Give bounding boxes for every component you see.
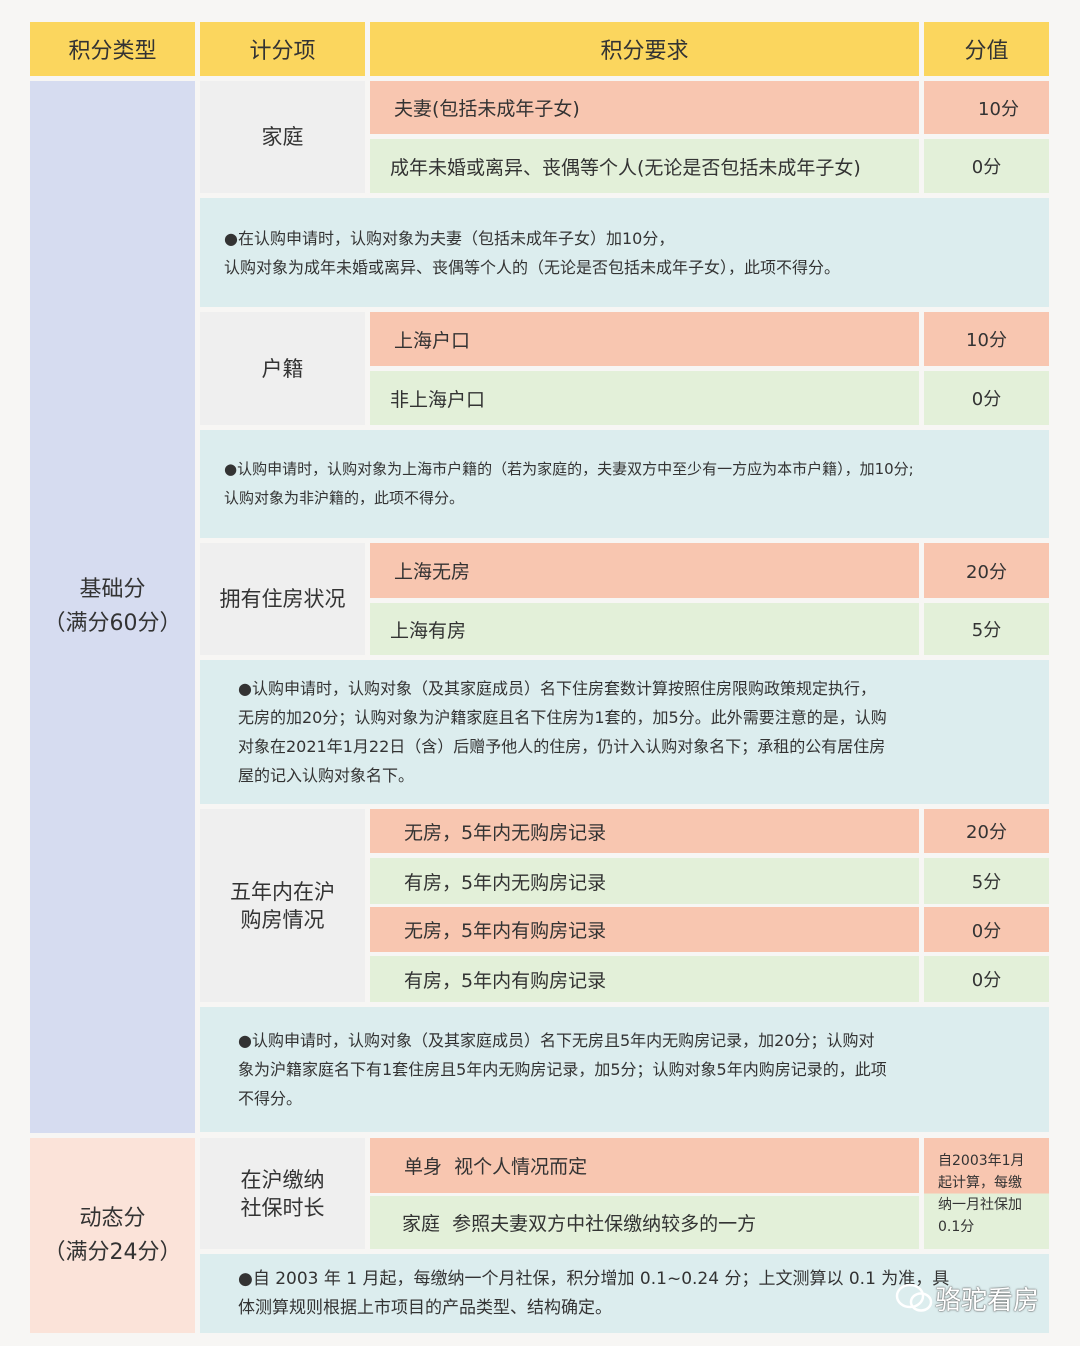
- family-label: 家庭: [200, 81, 365, 193]
- social-req-2: 家庭 参照夫妻双方中社保缴纳较多的一方: [370, 1196, 919, 1249]
- housing-note: ●认购申请时，认购对象（及其家庭成员）名下住房套数计算按照住房限购政策规定执行，…: [200, 660, 1049, 804]
- score-line: 0.1分: [938, 1218, 975, 1235]
- dynamic-title: 动态分: [79, 1205, 146, 1231]
- five-year-label: 五年内在沪 购房情况: [200, 809, 365, 1002]
- note-line: ●自 2003 年 1 月起，每缴纳一个月社保，积分增加 0.1~0.24 分；…: [238, 1268, 950, 1289]
- social-note: ●自 2003 年 1 月起，每缴纳一个月社保，积分增加 0.1~0.24 分；…: [200, 1254, 1049, 1333]
- note-line: ●在认购申请时，认购对象为夫妻（包括未成年子女）加10分，: [224, 228, 675, 248]
- base-title: 基础分: [79, 577, 146, 602]
- header-score: 分值: [924, 22, 1049, 76]
- housing-label: 拥有住房状况: [200, 543, 365, 655]
- note-line: 无房的加20分；认购对象为沪籍家庭且名下住房为1套的，加5分。此外需要注意的是，…: [238, 708, 887, 727]
- five-score-3: 0分: [924, 907, 1049, 952]
- base-score-cell: 基础分 （满分60分）: [30, 81, 195, 1133]
- hukou-score-1: 10分: [924, 312, 1049, 366]
- note-line: 体测算规则根据上市项目的产品类型、结构确定。: [238, 1297, 612, 1318]
- five-score-2: 5分: [924, 858, 1049, 904]
- five-score-1: 20分: [924, 809, 1049, 853]
- hukou-req-1: 上海户口: [370, 312, 919, 366]
- five-req-4: 有房，5年内有购房记录: [370, 956, 919, 1002]
- social-score: 自2003年1月 起计算，每缴 纳一月社保加 0.1分: [924, 1138, 1049, 1249]
- note-line: 对象在2021年1月22日（含）后赠予他人的住房，仍计入认购对象名下；承租的公有…: [238, 737, 886, 756]
- label-line: 在沪缴纳: [240, 1167, 325, 1192]
- five-score-4: 0分: [924, 956, 1049, 1002]
- housing-score-1: 20分: [924, 543, 1049, 598]
- family-note: ●在认购申请时，认购对象为夫妻（包括未成年子女）加10分， 认购对象为成年未婚或离…: [200, 198, 1049, 307]
- watermark: 骆驼看房: [895, 1280, 1039, 1317]
- score-line: 纳一月社保加: [938, 1196, 1022, 1213]
- note-line: 象为沪籍家庭名下有1套住房且5年内无购房记录，加5分；认购对象5年内购房记录的，…: [238, 1060, 887, 1079]
- family-req-1: 夫妻(包括未成年子女): [370, 81, 919, 134]
- header-item: 计分项: [200, 22, 365, 76]
- note-line: 不得分。: [238, 1089, 303, 1108]
- note-line: ●认购申请时，认购对象为上海市户籍的（若为家庭的，夫妻双方中至少有一方应为本市户…: [224, 460, 914, 478]
- note-line: ●认购申请时，认购对象（及其家庭成员）名下无房且5年内无购房记录，加20分；认购…: [238, 1031, 875, 1050]
- label-line: 社保时长: [240, 1195, 325, 1220]
- note-line: ●认购申请时，认购对象（及其家庭成员）名下住房套数计算按照住房限购政策规定执行，: [238, 679, 876, 698]
- family-score-1: 10分: [924, 81, 1049, 134]
- five-req-3: 无房，5年内有购房记录: [370, 907, 919, 952]
- note-line: 认购对象为非沪籍的，此项不得分。: [224, 489, 465, 507]
- social-label: 在沪缴纳 社保时长: [200, 1138, 365, 1249]
- label-line: 五年内在沪: [230, 879, 335, 904]
- note-line: 认购对象为成年未婚或离异、丧偶等个人的（无论是否包括未成年子女），此项不得分。: [224, 257, 841, 277]
- dynamic-subtitle: （满分24分）: [43, 1239, 182, 1265]
- wechat-icon: [895, 1283, 933, 1312]
- five-req-1: 无房，5年内无购房记录: [370, 809, 919, 853]
- hukou-score-2: 0分: [924, 371, 1049, 425]
- base-subtitle: （满分60分）: [43, 611, 182, 636]
- housing-req-1: 上海无房: [370, 543, 919, 598]
- family-score-2: 0分: [924, 139, 1049, 193]
- score-line: 起计算，每缴: [938, 1174, 1022, 1191]
- label-line: 购房情况: [240, 907, 325, 932]
- hukou-req-2: 非上海户口: [370, 371, 919, 425]
- note-line: 屋的记入认购对象名下。: [238, 766, 415, 785]
- hukou-label: 户籍: [200, 312, 365, 425]
- dynamic-score-cell: 动态分 （满分24分）: [30, 1138, 195, 1333]
- five-req-2: 有房，5年内无购房记录: [370, 858, 919, 904]
- watermark-text: 骆驼看房: [935, 1286, 1040, 1316]
- hukou-note: ●认购申请时，认购对象为上海市户籍的（若为家庭的，夫妻双方中至少有一方应为本市户…: [200, 430, 1049, 538]
- score-line: 自2003年1月: [938, 1152, 1025, 1169]
- family-req-2: 成年未婚或离异、丧偶等个人(无论是否包括未成年子女): [370, 139, 919, 193]
- social-req-1: 单身 视个人情况而定: [370, 1138, 919, 1193]
- header-requirement: 积分要求: [370, 22, 919, 76]
- header-type: 积分类型: [30, 22, 195, 76]
- five-year-note: ●认购申请时，认购对象（及其家庭成员）名下无房且5年内无购房记录，加20分；认购…: [200, 1007, 1049, 1132]
- housing-req-2: 上海有房: [370, 603, 919, 655]
- housing-score-2: 5分: [924, 603, 1049, 655]
